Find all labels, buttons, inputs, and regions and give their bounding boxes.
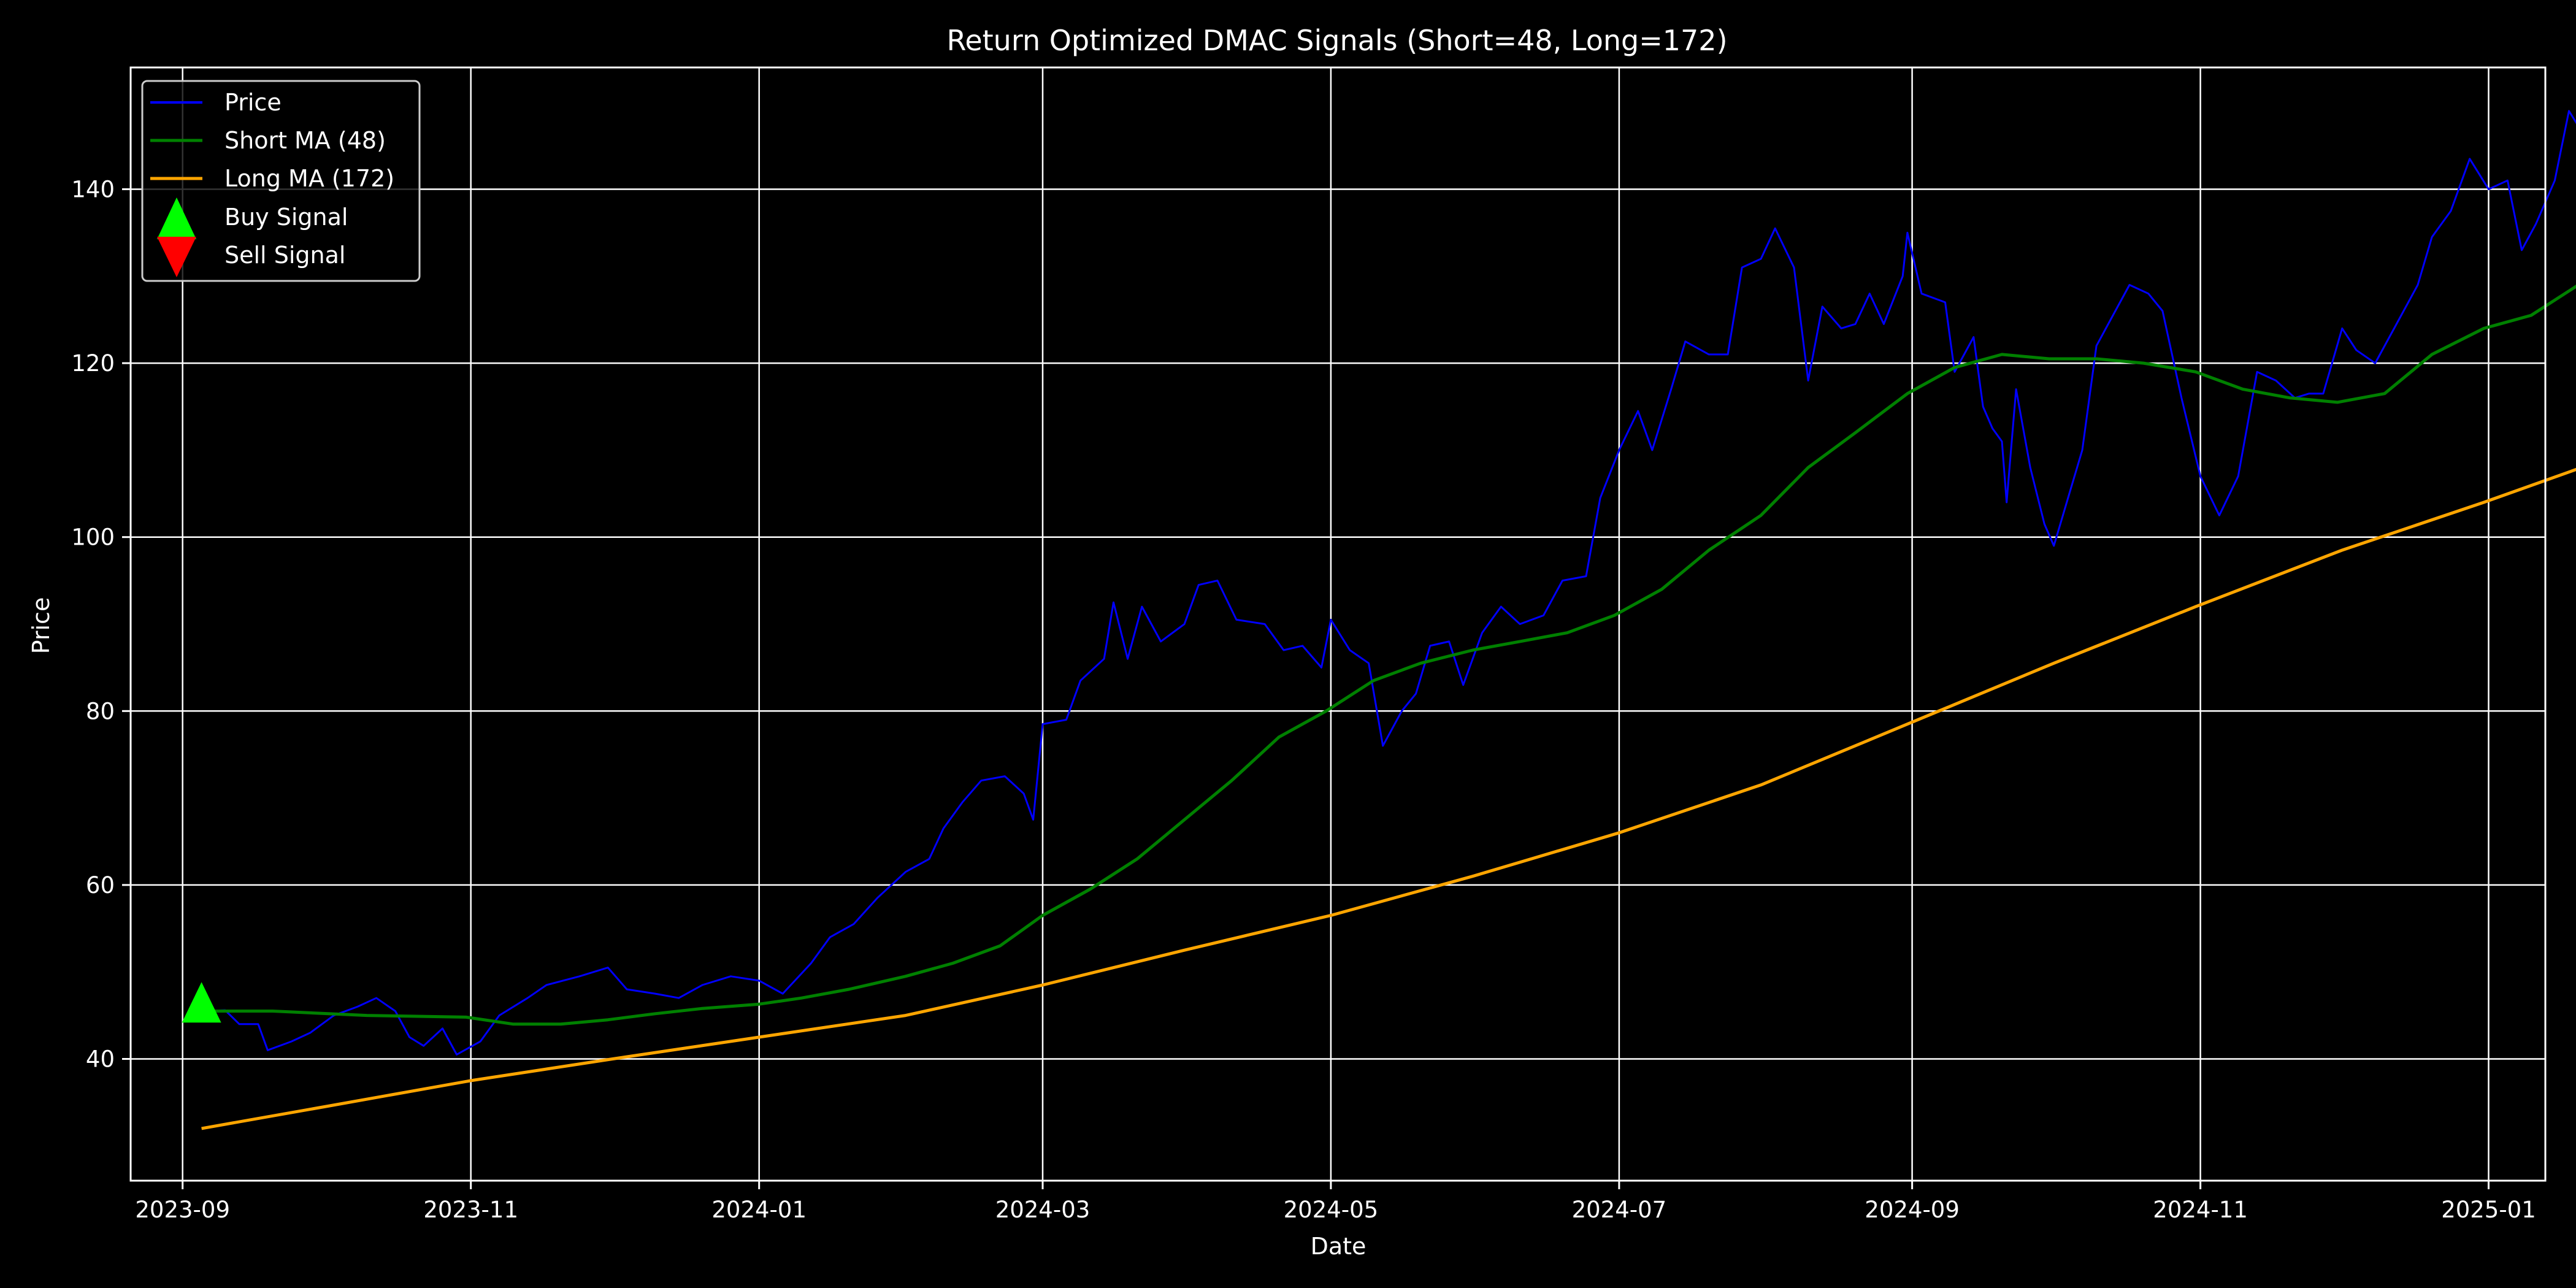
short-ma-line — [201, 285, 2576, 1026]
y-tick-label: 60 — [86, 872, 115, 899]
x-tick-label: 2024-05 — [1284, 1197, 1379, 1223]
x-tick-label: 2024-09 — [1865, 1197, 1960, 1223]
y-tick-label: 40 — [86, 1046, 115, 1073]
signal-markers — [182, 982, 221, 1023]
legend-long-ma-label: Long MA (172) — [224, 165, 394, 192]
legend-buy-marker — [157, 197, 196, 239]
legend: Price Short MA (48) Long MA (172) Buy Si… — [141, 80, 421, 282]
y-axis-title: Price — [28, 597, 55, 654]
x-tick-label: 2024-03 — [995, 1197, 1091, 1223]
axis-ticks: 2023-09 2023-11 2024-01 2024-03 2024-05 2024-… — [71, 177, 2536, 1224]
legend-short-ma-label: Short MA (48) — [224, 127, 386, 154]
legend-price-label: Price — [224, 89, 282, 116]
series-lines — [201, 110, 2576, 1130]
legend-box — [141, 80, 421, 282]
x-axis-title: Date — [1311, 1233, 1367, 1260]
plot-frame — [129, 66, 2547, 1182]
chart-title: Return Optimized DMAC Signals (Short=48,… — [946, 24, 1727, 57]
x-tick-label: 2024-01 — [711, 1197, 807, 1223]
x-tick-label: 2023-09 — [135, 1197, 230, 1223]
y-tick-label: 120 — [71, 350, 115, 377]
y-tick-label: 80 — [86, 698, 115, 724]
x-tick-label: 2025-01 — [2441, 1197, 2536, 1223]
x-tick-label: 2024-11 — [2153, 1197, 2248, 1223]
price-line — [201, 110, 2576, 1056]
y-tick-label: 100 — [71, 524, 115, 551]
long-ma-line — [201, 467, 2576, 1130]
buy-signal-marker — [182, 982, 221, 1023]
x-tick-label: 2023-11 — [423, 1197, 518, 1223]
legend-sell-marker — [157, 237, 196, 277]
y-tick-label: 140 — [71, 177, 115, 203]
legend-sell-label: Sell Signal — [224, 242, 345, 269]
x-tick-label: 2024-07 — [1572, 1197, 1667, 1223]
legend-buy-label: Buy Signal — [224, 204, 348, 231]
grid-lines — [131, 67, 2545, 1181]
